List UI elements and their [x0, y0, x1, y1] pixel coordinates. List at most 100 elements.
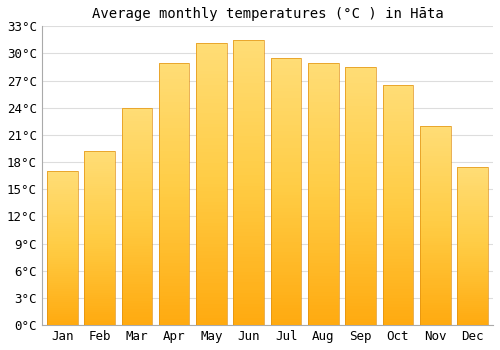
Bar — [382, 250, 413, 253]
Bar — [196, 308, 227, 311]
Bar — [420, 141, 450, 144]
Bar — [382, 190, 413, 193]
Bar — [382, 232, 413, 235]
Bar — [458, 272, 488, 274]
Bar — [84, 151, 115, 325]
Bar — [234, 211, 264, 215]
Bar — [271, 212, 302, 215]
Bar — [47, 204, 78, 206]
Bar — [122, 178, 152, 181]
Bar — [47, 194, 78, 196]
Bar — [271, 125, 302, 128]
Bar — [308, 190, 338, 194]
Bar — [458, 278, 488, 280]
Bar — [458, 187, 488, 188]
Bar — [159, 204, 190, 207]
Bar — [196, 269, 227, 272]
Bar — [84, 193, 115, 195]
Bar — [159, 309, 190, 312]
Bar — [159, 151, 190, 154]
Bar — [308, 223, 338, 227]
Bar — [271, 81, 302, 85]
Bar — [346, 80, 376, 83]
Bar — [159, 289, 190, 292]
Bar — [84, 238, 115, 240]
Bar — [458, 167, 488, 325]
Bar — [84, 301, 115, 303]
Bar — [234, 218, 264, 222]
Bar — [84, 208, 115, 210]
Bar — [234, 47, 264, 50]
Bar — [196, 134, 227, 138]
Bar — [196, 265, 227, 269]
Bar — [159, 168, 190, 171]
Bar — [159, 266, 190, 270]
Bar — [47, 283, 78, 285]
Bar — [47, 171, 78, 325]
Bar — [122, 322, 152, 325]
Bar — [382, 292, 413, 295]
Bar — [458, 193, 488, 194]
Bar — [458, 311, 488, 313]
Bar — [271, 78, 302, 81]
Bar — [458, 242, 488, 244]
Bar — [382, 244, 413, 247]
Bar — [159, 302, 190, 306]
Bar — [122, 238, 152, 241]
Bar — [271, 315, 302, 318]
Bar — [159, 279, 190, 282]
Bar — [458, 323, 488, 325]
Bar — [196, 318, 227, 322]
Bar — [420, 285, 450, 288]
Bar — [47, 267, 78, 270]
Bar — [420, 188, 450, 191]
Bar — [382, 157, 413, 160]
Bar — [234, 68, 264, 72]
Bar — [420, 211, 450, 213]
Bar — [271, 158, 302, 162]
Bar — [122, 293, 152, 295]
Bar — [308, 128, 338, 132]
Bar — [234, 115, 264, 118]
Bar — [122, 140, 152, 143]
Bar — [122, 276, 152, 279]
Bar — [84, 186, 115, 188]
Bar — [308, 250, 338, 253]
Bar — [420, 258, 450, 260]
Bar — [271, 322, 302, 325]
Bar — [458, 234, 488, 236]
Bar — [47, 208, 78, 210]
Bar — [234, 122, 264, 125]
Bar — [308, 112, 338, 115]
Bar — [346, 241, 376, 245]
Bar — [420, 315, 450, 318]
Bar — [234, 97, 264, 100]
Bar — [196, 85, 227, 89]
Bar — [196, 159, 227, 163]
Bar — [420, 153, 450, 156]
Bar — [382, 184, 413, 187]
Bar — [308, 240, 338, 243]
Bar — [234, 40, 264, 325]
Bar — [458, 224, 488, 226]
Bar — [234, 193, 264, 197]
Bar — [382, 94, 413, 97]
Bar — [234, 240, 264, 243]
Bar — [159, 201, 190, 204]
Bar — [159, 174, 190, 177]
Bar — [346, 70, 376, 74]
Bar — [420, 233, 450, 236]
Bar — [346, 93, 376, 96]
Bar — [122, 173, 152, 176]
Bar — [308, 289, 338, 292]
Bar — [346, 112, 376, 116]
Bar — [308, 197, 338, 201]
Bar — [271, 145, 302, 148]
Bar — [84, 171, 115, 173]
Bar — [271, 65, 302, 68]
Bar — [308, 204, 338, 207]
Bar — [47, 219, 78, 221]
Bar — [47, 296, 78, 298]
Bar — [234, 247, 264, 250]
Bar — [382, 175, 413, 178]
